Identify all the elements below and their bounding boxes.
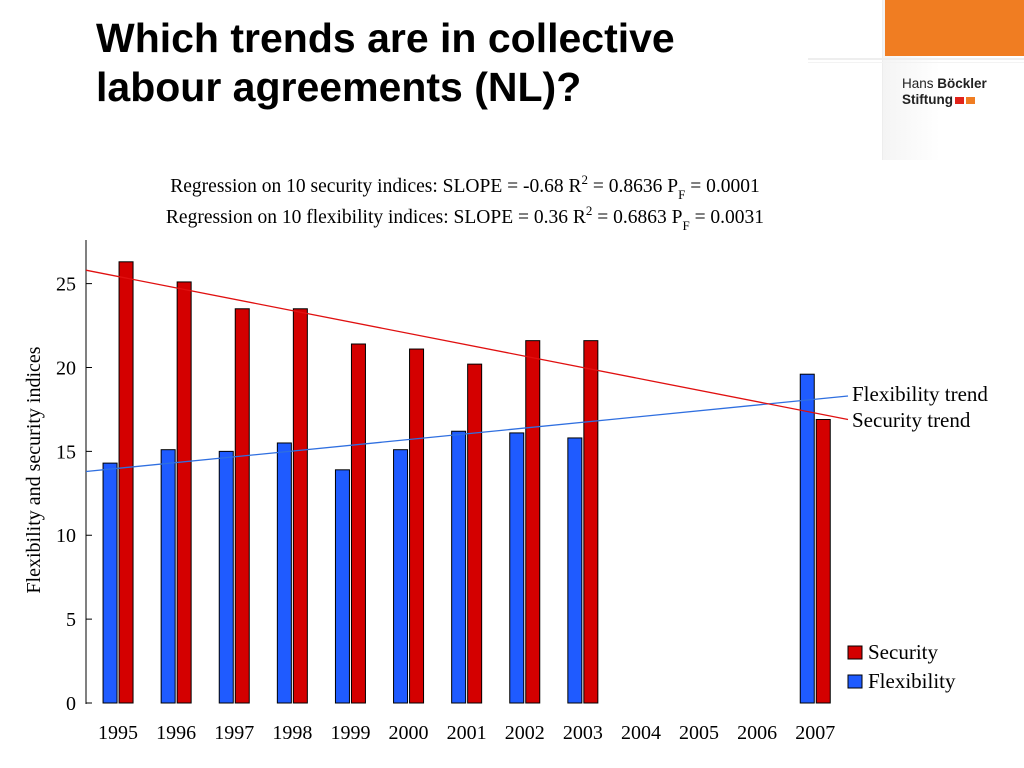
trendline-label-flexibility-trend: Flexibility trend [852,382,988,406]
hans-boeckler-logo: Hans Böckler Stiftung [902,76,1017,108]
bar-flexibility-1999 [334,469,350,704]
legend-label-flexibility: Flexibility [868,669,956,693]
regression-line-1: Regression on 10 security indices: SLOPE… [170,172,759,202]
x-tick-label-2003: 2003 [563,722,603,744]
logo-word-boeckler: Böckler [937,76,987,91]
y-tick-label-10: 10 [56,525,76,547]
x-tick-label-1996: 1996 [156,722,196,744]
bar-flexibility-2003 [567,437,583,704]
bar-security-2002 [525,340,541,704]
logo-red-square [954,96,964,104]
trendline-security-trend [85,269,849,421]
chart-regression-header: Regression on 10 security indices: SLOPE… [166,172,764,233]
legend-label-security: Security [868,640,938,664]
logo-divider-line [808,58,1024,60]
trendline-flexibility-trend [85,395,849,473]
chart-axes: 0 5 10 15 20 25 Flexibility and security indic… [23,240,835,744]
bar-flexibility-2002 [509,432,525,704]
bar-security-1996 [176,281,192,704]
x-tick-label-1997: 1997 [214,722,254,744]
slide-title-line-2: labour agreements (NL)? [96,64,582,110]
x-tick-label-2001: 2001 [447,722,487,744]
x-tick-label-2005: 2005 [679,722,719,744]
x-tick-label-2006: 2006 [737,722,777,744]
x-tick-label-1999: 1999 [330,722,370,744]
slide-title: Which trends are in collective labour ag… [96,14,856,112]
regression-line-2: Regression on 10 flexibility indices: SL… [166,203,764,233]
legend-swatch-flexibility [847,674,863,689]
x-tick-label-1995: 1995 [98,722,138,744]
logo-word-stiftung: Stiftung [902,92,953,107]
x-tick-label-2002: 2002 [505,722,545,744]
bar-flexibility-2001 [451,430,467,704]
bar-security-1995 [118,261,134,704]
chart-legend: Security Flexibility [847,640,956,693]
bar-security-1999 [350,343,366,704]
slide-title-line-1: Which trends are in collective [96,15,675,61]
x-tick-label-2000: 2000 [389,722,429,744]
y-axis-title: Flexibility and security indices [23,346,45,593]
legend-swatch-security [847,645,863,660]
y-tick-label-5: 5 [66,609,76,631]
logo-word-hans: Hans [902,76,938,91]
bar-security-2007 [815,418,831,704]
bar-security-1998 [292,308,308,704]
x-tick-label-2007: 2007 [795,722,835,744]
y-tick-label-15: 15 [56,441,76,463]
bar-flexibility-2000 [393,449,409,704]
x-tick-label-1998: 1998 [272,722,312,744]
bar-flexibility-1995 [102,462,118,704]
logo-orange-square [965,96,975,104]
y-tick-label-0: 0 [66,693,76,715]
bar-security-2001 [467,363,483,704]
bar-flexibility-1997 [218,450,234,704]
y-tick-label-25: 25 [56,274,76,296]
bar-flexibility-1998 [276,442,292,704]
bar-flexibility-1996 [160,449,176,704]
y-tick-label-20: 20 [56,357,76,379]
trendline-label-security-trend: Security trend [852,408,971,432]
bar-flexibility-2007 [799,373,815,704]
bar-security-1997 [234,308,250,704]
bar-security-2000 [409,348,425,704]
logo-divider-line-2 [808,62,1024,63]
bar-security-2003 [583,340,599,704]
chart-bars [102,261,831,704]
logo-orange-block [885,0,1024,56]
x-tick-label-2004: 2004 [621,722,661,744]
